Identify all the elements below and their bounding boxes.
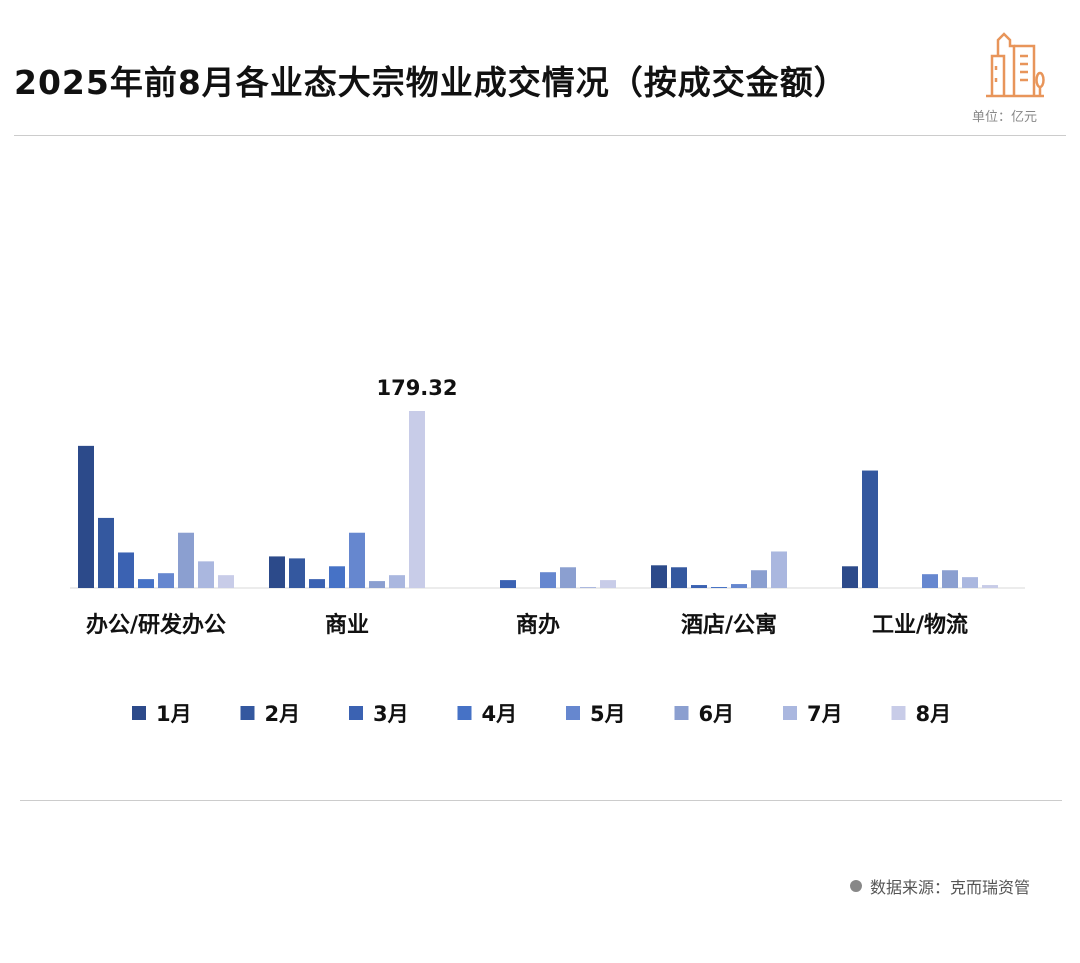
bar-6月-商办 <box>560 567 576 588</box>
bar-1月-工业/物流 <box>842 566 858 588</box>
bar-8月-商办 <box>600 580 616 588</box>
legend-swatch <box>457 706 472 720</box>
bar-5月-商业 <box>349 532 365 588</box>
bar-6月-酒店/公寓 <box>751 570 767 588</box>
x-tick-label: 办公/研发办公 <box>86 612 226 638</box>
bullet-icon <box>849 880 862 892</box>
bar-5月-工业/物流 <box>922 574 938 588</box>
legend-swatch <box>566 706 580 720</box>
legend-label: 2月 <box>265 702 301 726</box>
bar-6月-工业/物流 <box>942 570 958 588</box>
bar-1月-办公/研发办公 <box>78 445 94 588</box>
legend-label: 7月 <box>807 702 843 726</box>
unit-label: 单位：亿元 <box>972 110 1038 125</box>
bar-7月-工业/物流 <box>962 577 978 588</box>
bar-2月-办公/研发办公 <box>98 517 114 588</box>
bar-2月-工业/物流 <box>862 470 878 588</box>
bar-2月-商业 <box>289 558 305 588</box>
legend-label: 1月 <box>156 702 192 726</box>
bar-8月-商业 <box>409 411 425 588</box>
source-note: 数据来源：克而瑞资管 <box>849 874 1030 898</box>
title-divider <box>14 135 1066 136</box>
x-tick-label: 工业/物流 <box>872 612 968 638</box>
bar-7月-办公/研发办公 <box>198 561 214 588</box>
bar-2月-酒店/公寓 <box>671 567 687 588</box>
legend-swatch <box>349 706 363 720</box>
bar-8月-办公/研发办公 <box>218 575 234 588</box>
bar-6月-办公/研发办公 <box>178 532 194 588</box>
legend-swatch <box>240 706 255 720</box>
bar-4月-商业 <box>329 566 345 588</box>
source-text: 数据来源：克而瑞资管 <box>869 878 1030 897</box>
legend-swatch <box>783 706 797 720</box>
legend-label: 6月 <box>699 702 735 726</box>
bar-5月-办公/研发办公 <box>158 573 174 588</box>
bar-1月-商业 <box>269 556 285 588</box>
bar-chart: 办公/研发办公 商业 商办 酒店/公寓 工业/物流 179.32 1月 2月 3月 4月 5月 6月 7… <box>70 376 1025 726</box>
bar-4月-办公/研发办公 <box>138 579 154 588</box>
bar-3月-办公/研发办公 <box>118 552 134 588</box>
legend-label: 4月 <box>482 702 518 726</box>
bar-7月-酒店/公寓 <box>771 551 787 588</box>
x-tick-label: 商办 <box>516 612 560 638</box>
legend-label: 8月 <box>916 702 952 726</box>
legend-swatch <box>891 706 906 720</box>
bar-5月-酒店/公寓 <box>731 584 747 588</box>
legend-label: 3月 <box>373 702 409 726</box>
bar-7月-商业 <box>389 575 405 588</box>
bar-3月-商办 <box>500 580 516 588</box>
legend-swatch <box>132 706 146 720</box>
bar-7月-商办 <box>580 587 596 588</box>
legend-label: 5月 <box>590 702 626 726</box>
legend-swatch <box>674 706 689 720</box>
footer-divider <box>20 800 1062 801</box>
x-tick-label: 酒店/公寓 <box>681 612 777 638</box>
data-label: 179.32 <box>376 376 457 400</box>
bar-1月-酒店/公寓 <box>651 565 667 588</box>
x-tick-label: 商业 <box>325 612 369 638</box>
bar-4月-酒店/公寓 <box>711 587 727 588</box>
bar-3月-商业 <box>309 579 325 588</box>
bar-8月-工业/物流 <box>982 585 998 588</box>
chart-title: 2025年前8月各业态大宗物业成交情况（按成交金额） <box>14 63 848 102</box>
buildings-icon <box>982 30 1048 102</box>
bar-5月-商办 <box>540 572 556 588</box>
bar-3月-酒店/公寓 <box>691 585 707 588</box>
bar-6月-商业 <box>369 581 385 588</box>
